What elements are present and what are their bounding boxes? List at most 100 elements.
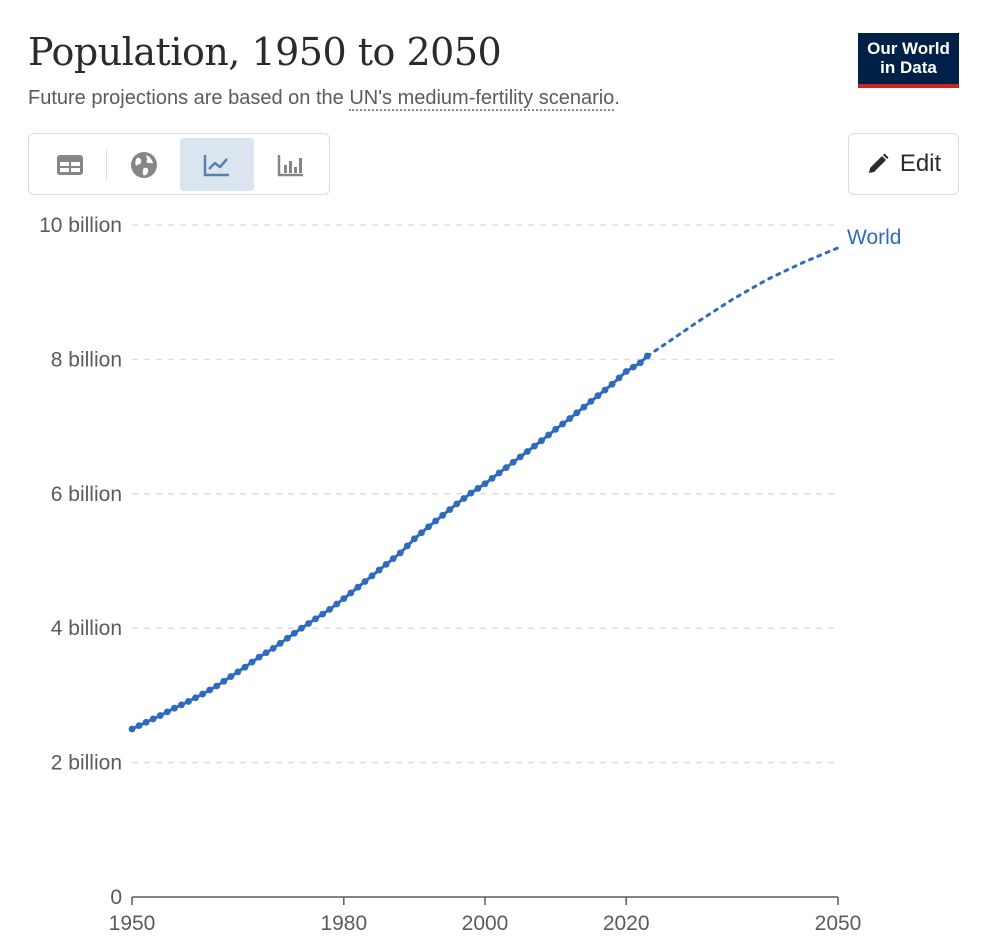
owid-logo[interactable]: Our World in Data [858, 33, 959, 88]
data-point [220, 677, 228, 685]
pencil-icon [868, 153, 889, 173]
data-point [636, 359, 644, 367]
subtitle-suffix: . [614, 87, 620, 109]
view-toolbar [28, 133, 330, 195]
data-point [128, 725, 136, 733]
data-point [241, 663, 249, 671]
line-chart-view-button[interactable] [180, 138, 254, 191]
data-point [418, 529, 425, 537]
data-point [453, 500, 461, 508]
data-point [368, 572, 376, 580]
data-point [474, 485, 482, 492]
data-point [446, 506, 454, 513]
x-tick-label: 2050 [815, 912, 862, 935]
data-point [298, 624, 305, 632]
table-icon [57, 154, 83, 175]
data-point [319, 610, 327, 618]
data-point [545, 431, 552, 439]
y-tick-label: 8 billion [51, 348, 122, 371]
data-point [488, 474, 496, 482]
data-point [594, 392, 602, 400]
y-tick-label: 6 billion [51, 483, 122, 506]
data-point [467, 489, 475, 497]
data-point [601, 386, 609, 394]
data-point [234, 668, 242, 676]
line-chart-icon [203, 154, 229, 176]
data-point [573, 409, 581, 417]
data-point [290, 629, 298, 637]
data-point [199, 690, 207, 698]
x-tick-label: 2000 [462, 912, 509, 935]
data-point [354, 583, 362, 591]
data-point [227, 673, 235, 680]
y-tick-label: 4 billion [51, 617, 122, 640]
data-point [213, 682, 221, 690]
data-point [192, 694, 199, 702]
data-point [305, 620, 312, 627]
data-point [283, 634, 291, 642]
toolbar-separator [106, 150, 107, 180]
map-view-button[interactable] [107, 138, 181, 191]
data-point [552, 425, 559, 433]
data-point [185, 698, 192, 705]
data-point [566, 415, 574, 422]
data-point [523, 448, 531, 455]
data-point [269, 644, 277, 652]
data-point [432, 517, 439, 525]
edit-button-label: Edit [899, 150, 942, 177]
data-point [608, 380, 616, 388]
data-point [516, 453, 524, 461]
data-point [587, 398, 595, 405]
edit-button[interactable]: Edit [848, 133, 959, 195]
table-view-button[interactable] [33, 138, 107, 191]
chart-title: Population, 1950 to 2050 [28, 30, 502, 74]
logo-line-2: in Data [880, 58, 937, 77]
globe-icon [131, 151, 157, 178]
data-point [615, 374, 623, 382]
data-point [538, 437, 545, 445]
data-point [396, 549, 404, 557]
data-point [439, 511, 447, 519]
bar-chart-icon [277, 154, 303, 176]
data-point [495, 469, 503, 477]
data-point [262, 649, 270, 657]
data-point [481, 480, 489, 488]
data-point [340, 595, 348, 603]
series-label-world[interactable]: World [847, 226, 901, 249]
subtitle-prefix: Future projections are based on the [28, 87, 350, 109]
data-point [361, 578, 369, 585]
data-point [170, 704, 178, 712]
chart-subtitle: Future projections are based on the UN's… [28, 87, 620, 111]
data-point [622, 368, 630, 375]
data-point [156, 712, 164, 719]
data-point [333, 600, 341, 608]
x-tick-label: 1950 [109, 912, 156, 935]
x-tick-label: 1980 [320, 912, 367, 935]
data-point [142, 718, 150, 726]
data-point [255, 653, 263, 661]
y-tick-label: 0 [110, 886, 122, 909]
un-scenario-link[interactable]: UN's medium-fertility scenario [349, 87, 615, 111]
data-point [248, 658, 256, 666]
data-point [460, 495, 468, 502]
data-point [425, 523, 432, 531]
data-point [629, 363, 637, 371]
y-tick-label: 2 billion [51, 752, 122, 775]
data-point [326, 605, 334, 613]
data-point [347, 589, 355, 597]
series-line-projection [645, 246, 840, 358]
bar-chart-view-button[interactable] [254, 138, 328, 191]
data-point [502, 464, 510, 471]
data-point [135, 722, 143, 730]
data-point [559, 420, 567, 428]
data-point [312, 615, 319, 623]
data-point [149, 715, 157, 723]
data-point [531, 442, 538, 450]
y-tick-label: 10 billion [39, 214, 122, 237]
data-point [411, 535, 418, 543]
data-point [178, 701, 185, 709]
data-point [163, 708, 171, 716]
x-tick-label: 2020 [603, 912, 650, 935]
data-point [580, 403, 588, 411]
data-point [403, 542, 411, 550]
